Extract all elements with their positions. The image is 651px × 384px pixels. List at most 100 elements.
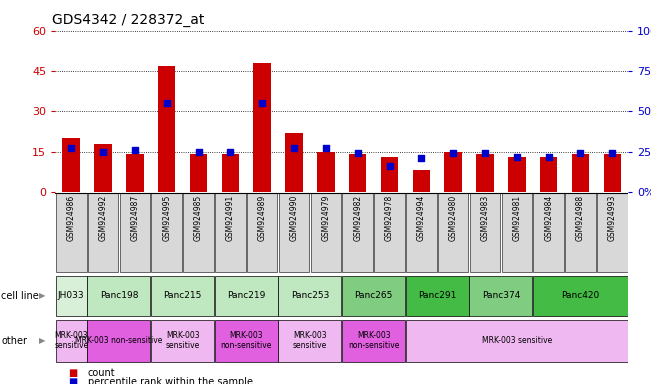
Bar [349,154,367,192]
Bar [253,63,271,192]
Bar [508,157,525,192]
Text: MRK-003 sensitive: MRK-003 sensitive [482,336,552,345]
Point [575,150,586,156]
Text: GSM924994: GSM924994 [417,194,426,241]
Point [480,150,490,156]
Bar [126,154,144,192]
Text: Panc291: Panc291 [418,291,456,300]
FancyBboxPatch shape [311,193,341,272]
Bar [381,157,398,192]
FancyBboxPatch shape [215,193,245,272]
Bar [572,154,589,192]
Point [289,146,299,152]
Text: ▶: ▶ [39,336,46,345]
Text: MRK-003
sensitive: MRK-003 sensitive [165,331,200,351]
FancyBboxPatch shape [597,193,628,272]
Text: Panc215: Panc215 [163,291,202,300]
FancyBboxPatch shape [215,276,278,316]
Point [321,146,331,152]
FancyBboxPatch shape [279,320,342,362]
FancyBboxPatch shape [342,276,405,316]
Text: GSM924983: GSM924983 [480,194,490,241]
Text: Panc374: Panc374 [482,291,520,300]
FancyBboxPatch shape [55,320,87,362]
Text: GSM924995: GSM924995 [162,194,171,241]
Point [225,149,236,155]
Bar [94,144,112,192]
Bar [62,138,80,192]
Text: GSM924990: GSM924990 [290,194,299,241]
Bar [477,154,493,192]
Text: ▶: ▶ [39,291,46,300]
FancyBboxPatch shape [342,193,373,272]
Bar [445,152,462,192]
FancyBboxPatch shape [342,320,405,362]
Text: JH033: JH033 [58,291,85,300]
FancyBboxPatch shape [565,193,596,272]
FancyBboxPatch shape [374,193,405,272]
FancyBboxPatch shape [247,193,277,272]
FancyBboxPatch shape [438,193,469,272]
Text: MRK-003
non-sensitive: MRK-003 non-sensitive [348,331,399,351]
Text: Panc198: Panc198 [100,291,138,300]
Point [130,147,140,153]
Text: GSM924991: GSM924991 [226,194,235,241]
Text: GSM924988: GSM924988 [576,194,585,240]
Point [193,149,204,155]
Text: GSM924978: GSM924978 [385,194,394,241]
Point [512,154,522,160]
Point [384,163,395,169]
Text: MRK-003
sensitive: MRK-003 sensitive [54,331,89,351]
Text: GSM924987: GSM924987 [130,194,139,241]
FancyBboxPatch shape [152,193,182,272]
Text: GSM924980: GSM924980 [449,194,458,241]
Text: GSM924986: GSM924986 [67,194,76,241]
Text: GSM924981: GSM924981 [512,194,521,240]
Text: GSM924985: GSM924985 [194,194,203,241]
Text: percentile rank within the sample: percentile rank within the sample [88,377,253,384]
FancyBboxPatch shape [184,193,214,272]
Point [98,149,108,155]
Bar [158,66,176,192]
Text: cell line: cell line [1,291,39,301]
Text: ■: ■ [68,377,77,384]
FancyBboxPatch shape [88,193,118,272]
Text: GSM924982: GSM924982 [353,194,362,240]
Bar [317,152,335,192]
Text: GDS4342 / 228372_at: GDS4342 / 228372_at [53,13,205,27]
Text: Panc265: Panc265 [354,291,393,300]
FancyBboxPatch shape [55,276,87,316]
FancyBboxPatch shape [533,276,628,316]
Text: Panc420: Panc420 [561,291,600,300]
Bar [190,154,207,192]
Point [607,150,618,156]
FancyBboxPatch shape [151,320,214,362]
Point [66,146,76,152]
Text: GSM924989: GSM924989 [258,194,267,241]
Bar [221,154,239,192]
FancyBboxPatch shape [87,276,150,316]
FancyBboxPatch shape [406,320,628,362]
FancyBboxPatch shape [501,193,532,272]
Text: Panc253: Panc253 [291,291,329,300]
FancyBboxPatch shape [469,276,533,316]
Text: ■: ■ [68,368,77,378]
Text: MRK-003
non-sensitive: MRK-003 non-sensitive [221,331,272,351]
Text: other: other [1,336,27,346]
Bar [540,157,557,192]
FancyBboxPatch shape [279,276,342,316]
FancyBboxPatch shape [279,193,309,272]
Bar [285,133,303,192]
FancyBboxPatch shape [533,193,564,272]
Text: count: count [88,368,115,378]
Text: GSM924993: GSM924993 [608,194,616,241]
FancyBboxPatch shape [87,320,150,362]
Point [161,100,172,106]
FancyBboxPatch shape [470,193,500,272]
Text: MRK-003 non-sensitive: MRK-003 non-sensitive [76,336,163,345]
Point [257,100,268,106]
Point [352,150,363,156]
FancyBboxPatch shape [406,276,469,316]
Bar [413,170,430,192]
Bar [603,154,621,192]
